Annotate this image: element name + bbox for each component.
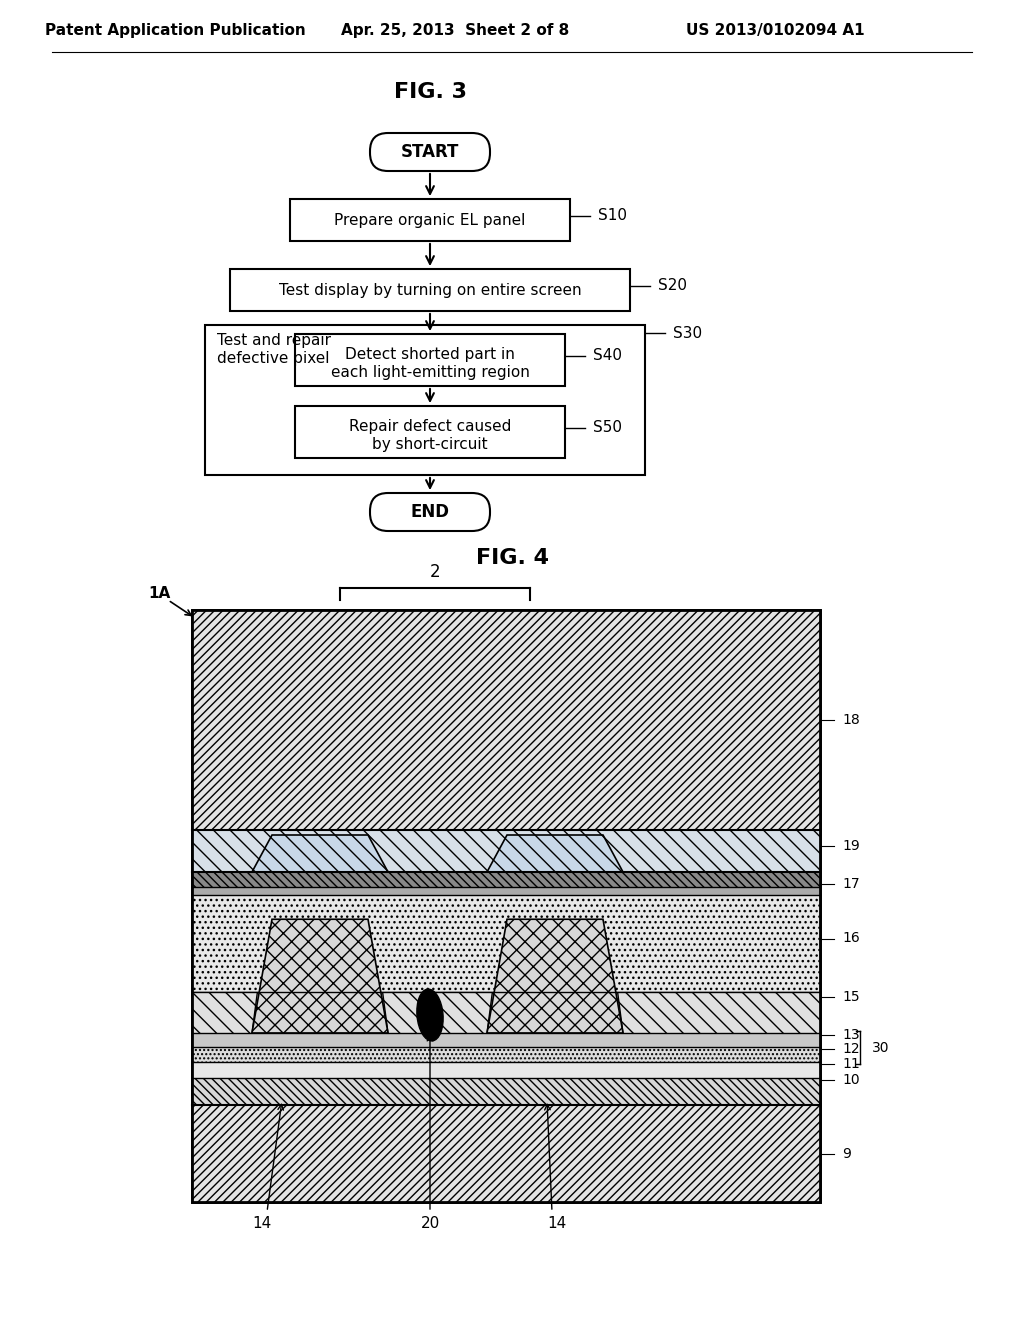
Text: defective pixel: defective pixel xyxy=(217,351,330,367)
Text: S20: S20 xyxy=(658,279,687,293)
Text: 12: 12 xyxy=(842,1041,859,1056)
Text: S40: S40 xyxy=(593,348,622,363)
Text: Test display by turning on entire screen: Test display by turning on entire screen xyxy=(279,282,582,297)
Polygon shape xyxy=(252,919,388,1034)
Bar xyxy=(193,1105,820,1203)
Text: FIG. 3: FIG. 3 xyxy=(393,82,467,102)
Bar xyxy=(193,830,820,873)
Bar xyxy=(295,334,565,385)
Text: Prepare organic EL panel: Prepare organic EL panel xyxy=(334,213,525,227)
Bar xyxy=(193,1063,820,1078)
Polygon shape xyxy=(487,836,623,873)
Text: 18: 18 xyxy=(842,713,860,727)
Text: 10: 10 xyxy=(842,1073,859,1086)
FancyBboxPatch shape xyxy=(370,492,490,531)
Bar xyxy=(193,895,820,993)
Text: 15: 15 xyxy=(842,990,859,1005)
FancyBboxPatch shape xyxy=(370,133,490,172)
Text: 30: 30 xyxy=(872,1040,890,1055)
Text: S50: S50 xyxy=(593,421,622,436)
Bar xyxy=(230,269,630,312)
Bar xyxy=(290,199,570,242)
Text: 11: 11 xyxy=(842,1057,860,1071)
Polygon shape xyxy=(252,836,388,873)
Text: START: START xyxy=(400,143,459,161)
Text: 2: 2 xyxy=(430,564,440,581)
Text: 17: 17 xyxy=(842,876,859,891)
Bar xyxy=(205,325,645,475)
Polygon shape xyxy=(512,927,598,1034)
Text: END: END xyxy=(411,503,450,521)
Bar xyxy=(295,407,565,458)
Text: Patent Application Publication: Patent Application Publication xyxy=(45,22,305,37)
Bar xyxy=(193,873,820,887)
Text: 20: 20 xyxy=(421,1217,439,1232)
Bar xyxy=(193,887,820,895)
Text: S30: S30 xyxy=(673,326,702,341)
Text: 14: 14 xyxy=(252,1217,271,1232)
Bar xyxy=(193,1078,820,1105)
Bar xyxy=(193,610,820,1203)
Polygon shape xyxy=(252,919,388,1034)
Text: FIG. 4: FIG. 4 xyxy=(475,548,549,568)
Text: each light-emitting region: each light-emitting region xyxy=(331,364,529,380)
Polygon shape xyxy=(487,919,623,1034)
Bar xyxy=(193,610,820,1203)
Text: Test and repair: Test and repair xyxy=(217,334,331,348)
Text: 1A: 1A xyxy=(148,586,170,602)
Polygon shape xyxy=(278,927,362,1034)
Text: 14: 14 xyxy=(548,1217,566,1232)
Text: 16: 16 xyxy=(842,932,860,945)
Bar xyxy=(193,1034,820,1047)
Polygon shape xyxy=(487,919,623,1034)
Text: US 2013/0102094 A1: US 2013/0102094 A1 xyxy=(686,22,864,37)
Text: S10: S10 xyxy=(598,209,627,223)
Text: 13: 13 xyxy=(842,1028,859,1041)
Text: by short-circuit: by short-circuit xyxy=(372,437,487,451)
Bar xyxy=(193,993,820,1034)
Text: Repair defect caused: Repair defect caused xyxy=(349,420,511,434)
Ellipse shape xyxy=(417,989,443,1041)
Bar xyxy=(193,610,820,830)
Text: Apr. 25, 2013  Sheet 2 of 8: Apr. 25, 2013 Sheet 2 of 8 xyxy=(341,22,569,37)
Bar xyxy=(193,1047,820,1063)
Text: Detect shorted part in: Detect shorted part in xyxy=(345,347,515,363)
Text: 9: 9 xyxy=(842,1147,851,1160)
Text: 19: 19 xyxy=(842,840,860,853)
